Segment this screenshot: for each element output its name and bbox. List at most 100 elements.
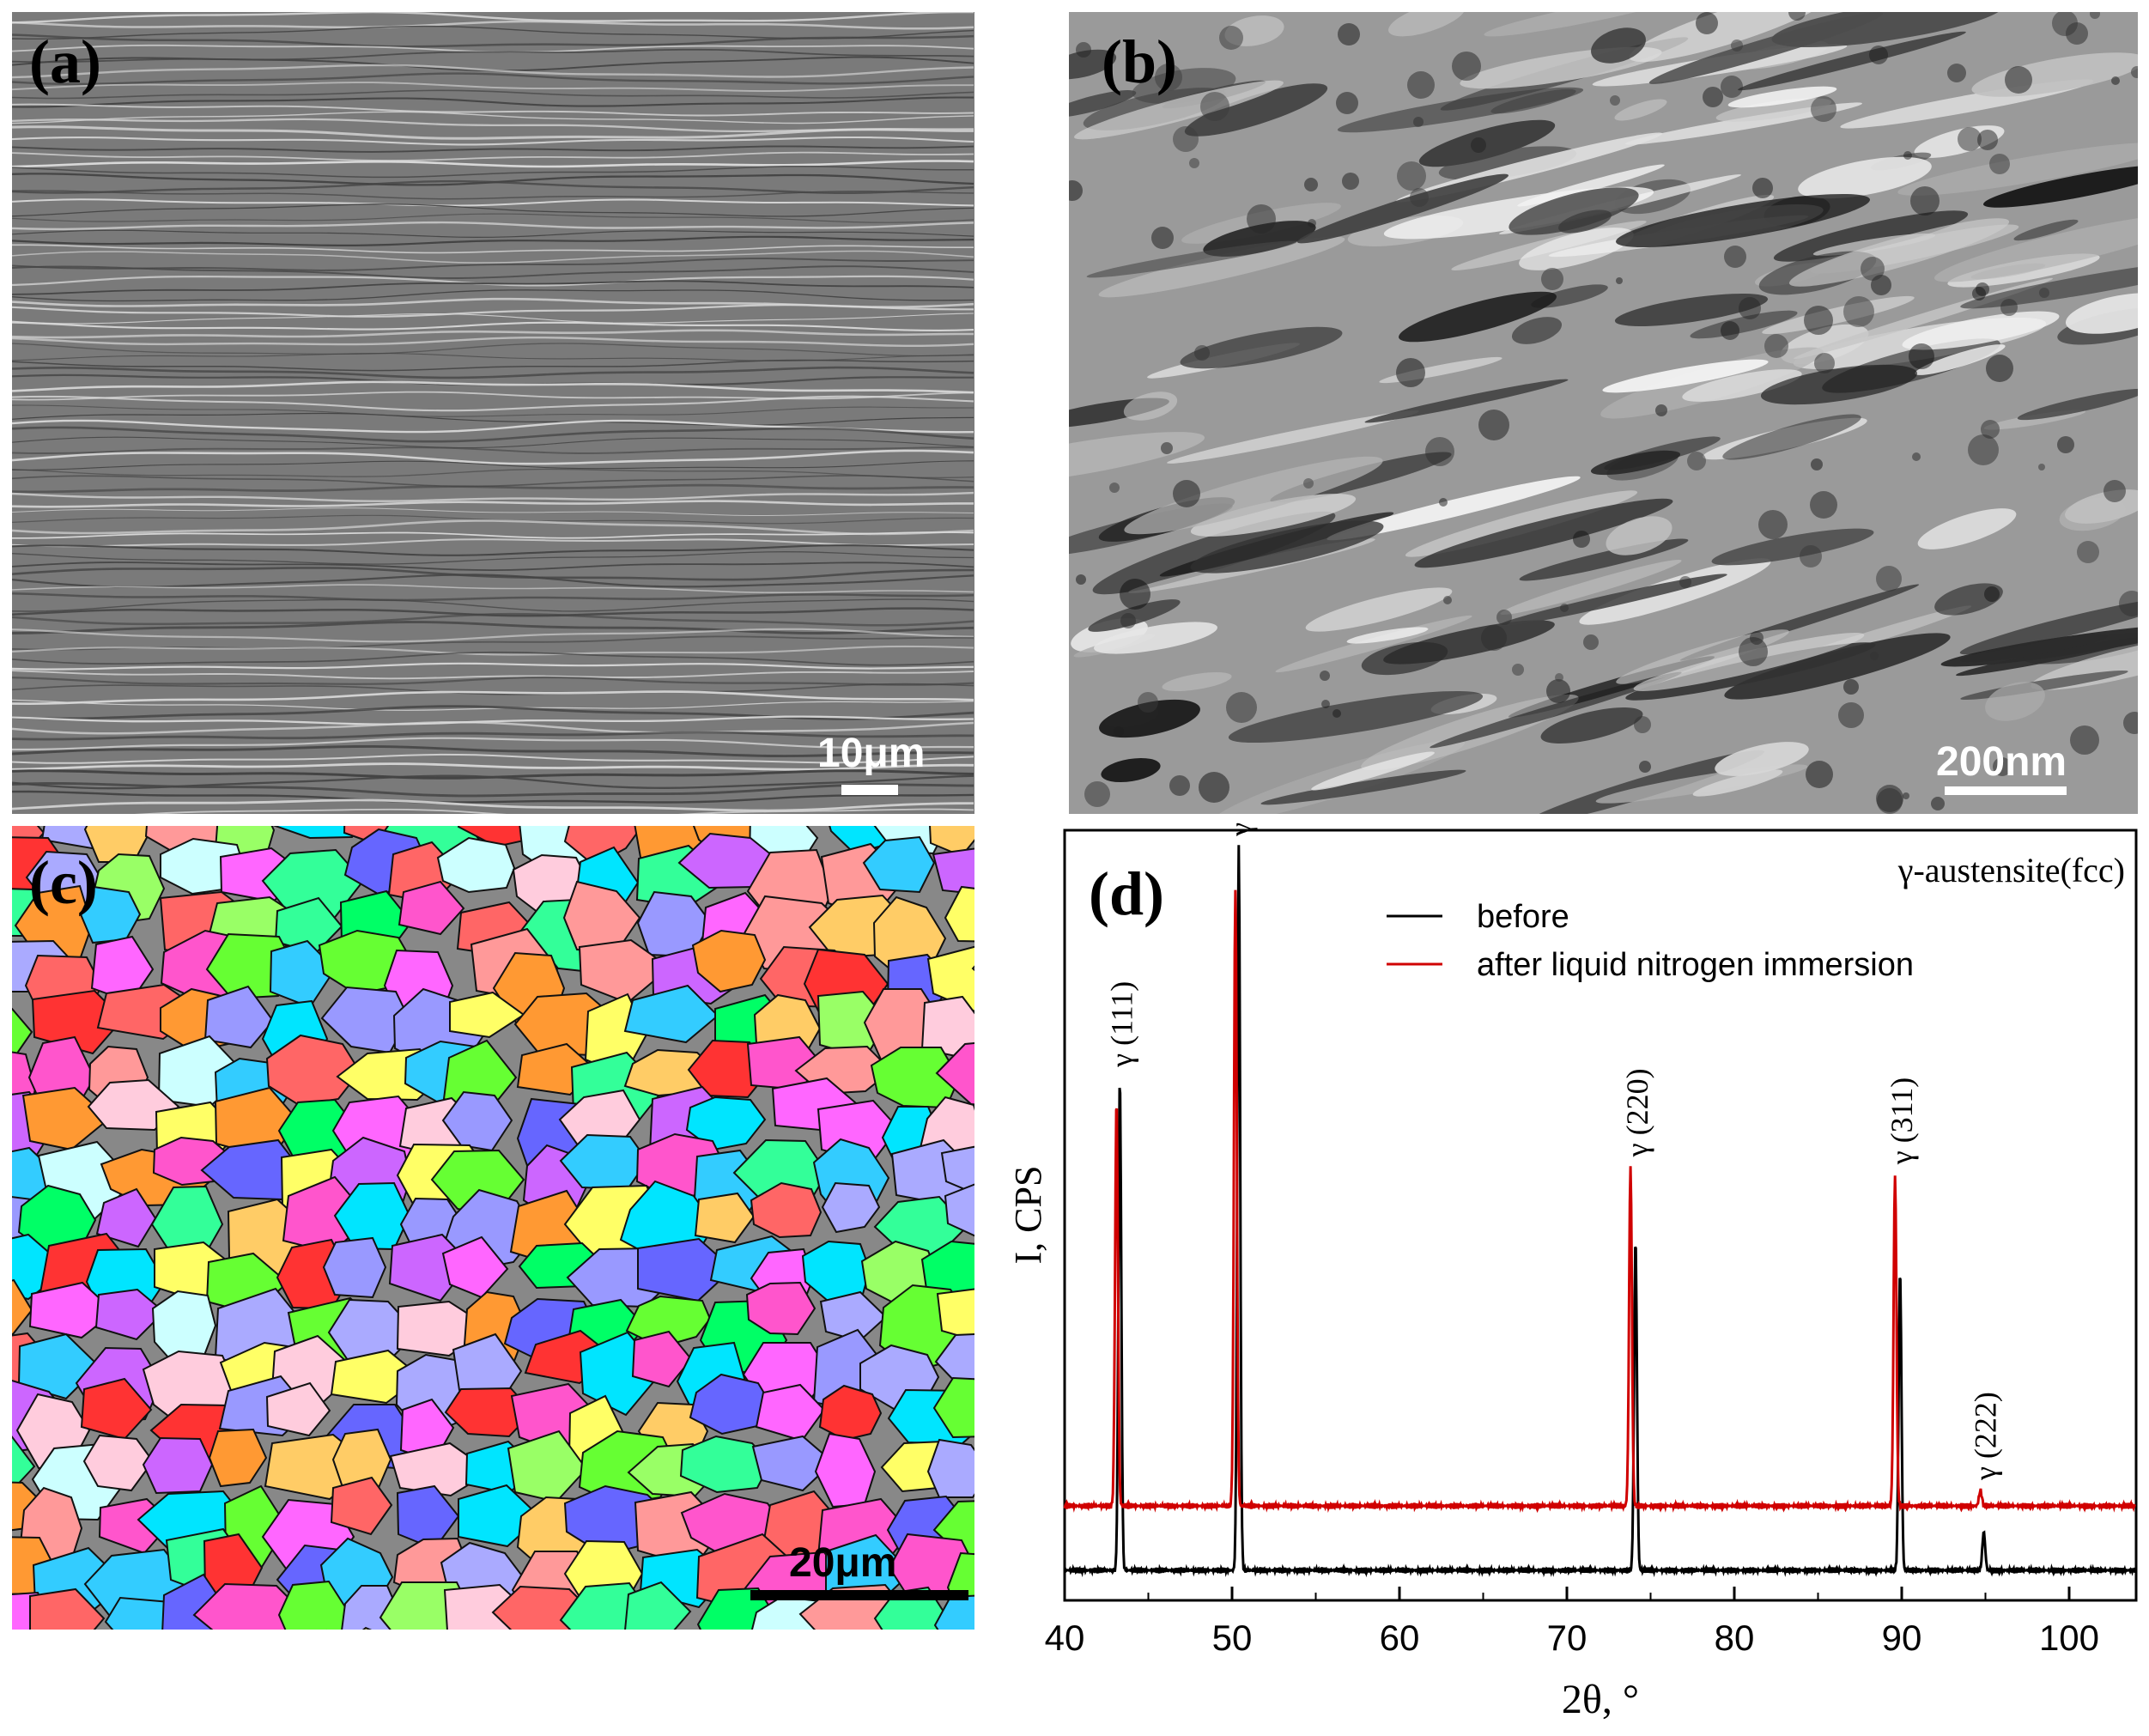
- panel-a-scale-bar: [841, 785, 898, 795]
- lath: [1088, 599, 1181, 632]
- lamella-line: [12, 446, 974, 454]
- dislocation-spot: [1541, 268, 1563, 290]
- grain: [691, 929, 767, 993]
- lamella-line: [12, 507, 974, 516]
- lamella-line: [12, 592, 974, 602]
- lamella-line: [12, 44, 974, 53]
- lath: [1305, 587, 1453, 632]
- sem-lamellar-texture: [12, 12, 974, 814]
- lamella-line: [12, 621, 974, 634]
- dislocation-spot: [1478, 410, 1509, 440]
- grain: [814, 1432, 877, 1508]
- panel-c-ebsd-map: (c) 20μm: [12, 826, 974, 1630]
- x-axis-label: 2θ, °: [1562, 1677, 1639, 1722]
- lath: [1897, 143, 2138, 196]
- dislocation-spot: [2119, 591, 2138, 616]
- grain: [31, 989, 124, 1055]
- grain: [818, 1384, 883, 1442]
- lamella-line: [12, 353, 974, 361]
- lamella-line: [12, 651, 974, 666]
- grain: [971, 965, 974, 972]
- dislocation-spot: [1555, 673, 1563, 682]
- lath: [1722, 414, 1861, 460]
- lamella-line: [12, 160, 974, 168]
- lamella-line: [12, 48, 974, 64]
- grain: [80, 1377, 153, 1441]
- grain: [926, 945, 974, 1012]
- dislocation-spot: [1655, 404, 1667, 416]
- dislocation-spot: [1843, 679, 1859, 695]
- lamella-line: [12, 561, 974, 572]
- dislocation-spot: [1811, 96, 1836, 122]
- lath: [1960, 634, 2108, 663]
- dislocation-spot: [1750, 631, 1764, 645]
- dislocation-spot: [1721, 76, 1743, 98]
- grain: [361, 1626, 373, 1630]
- grain: [932, 1500, 974, 1557]
- series-lines: [1063, 845, 2137, 1578]
- lamella-line: [12, 426, 974, 443]
- lath: [1098, 236, 1345, 298]
- lamella-line: [12, 670, 974, 680]
- dislocation-spot: [1634, 716, 1651, 733]
- dislocation-spot: [1173, 480, 1200, 507]
- lamella-line: [12, 412, 974, 427]
- lath: [1418, 119, 1556, 167]
- grain: [436, 836, 516, 894]
- dislocation-spot: [1788, 12, 1806, 21]
- dislocation-spot: [2070, 725, 2099, 755]
- grain: [685, 1096, 767, 1151]
- grain: [679, 1435, 772, 1494]
- grain: [12, 1007, 33, 1061]
- grain: [631, 1330, 693, 1388]
- lamella-line: [12, 244, 974, 254]
- dislocation-spot: [1396, 358, 1425, 387]
- dislocation-spot: [1161, 442, 1173, 454]
- dislocation-spot: [1931, 797, 1945, 810]
- grain: [563, 826, 644, 867]
- dislocation-spot: [1496, 610, 1512, 625]
- lath: [1438, 146, 1577, 180]
- y-axis-label: I, CPS: [1007, 1166, 1049, 1265]
- grain: [934, 1333, 974, 1384]
- grain: [694, 1192, 756, 1244]
- grain: [940, 1145, 974, 1195]
- dislocation-spot: [2090, 12, 2100, 19]
- lamella-line: [12, 343, 974, 357]
- lath: [1711, 528, 1874, 566]
- grain: [12, 1278, 33, 1336]
- dislocation-spot: [1452, 52, 1481, 81]
- lath: [1405, 490, 1638, 557]
- grain: [750, 1181, 823, 1239]
- dislocation-spot: [1989, 154, 2010, 174]
- grain: [94, 1288, 166, 1341]
- lath: [1517, 164, 1665, 207]
- lamella-line: [12, 380, 974, 394]
- x-tick-label: 70: [1547, 1618, 1587, 1658]
- lath: [1614, 99, 1667, 121]
- lamella-line: [12, 190, 974, 200]
- grain: [269, 939, 337, 1009]
- lamella-line: [12, 574, 974, 588]
- dislocation-spot: [1320, 671, 1330, 681]
- lamella-line: [12, 720, 974, 735]
- grain: [95, 1187, 157, 1248]
- dislocation-spot: [1173, 126, 1199, 152]
- grain: [192, 1582, 307, 1630]
- dislocation-spot: [1804, 306, 1833, 335]
- lamella-line: [12, 20, 974, 30]
- x-tick-label: 100: [2039, 1618, 2099, 1658]
- grain: [935, 1041, 974, 1106]
- lath: [1760, 364, 1918, 405]
- lath: [1590, 450, 1681, 476]
- grain: [926, 1438, 974, 1498]
- dislocation-spot: [2005, 66, 2032, 94]
- lath: [1934, 214, 2138, 282]
- x-tick-label: 50: [1212, 1618, 1253, 1658]
- chart-title: γ-austensite(fcc): [1897, 851, 2125, 889]
- grain: [272, 826, 361, 840]
- lath: [1648, 12, 1884, 84]
- lamella-line: [12, 676, 974, 686]
- dislocation-spot: [1443, 596, 1452, 604]
